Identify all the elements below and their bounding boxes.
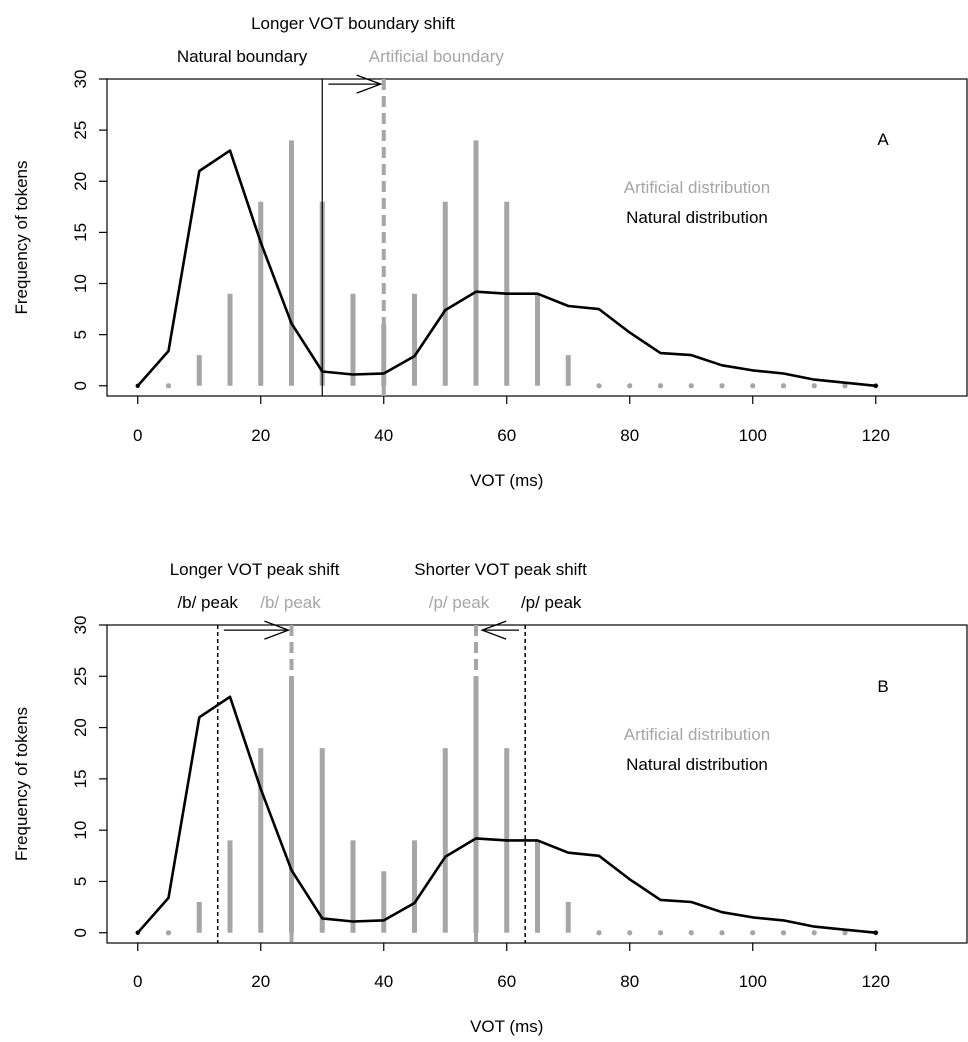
natural-endpoint [135, 930, 140, 935]
y-tick-label: 30 [71, 616, 90, 635]
artificial-boundary-label: Artificial boundary [369, 47, 505, 66]
y-tick-label: 15 [71, 223, 90, 242]
y-tick-label: 20 [71, 718, 90, 737]
y-tick-label: 25 [71, 121, 90, 140]
y-tick-label: 0 [71, 381, 90, 390]
x-tick-label: 0 [133, 426, 142, 445]
x-tick-label: 120 [862, 972, 890, 991]
b-peak-natural-label: /b/ peak [177, 593, 238, 612]
x-tick-label: 100 [739, 972, 767, 991]
artificial-zero-dot [627, 383, 633, 389]
artificial-zero-dot [657, 930, 664, 936]
shift-title: Longer VOT boundary shift [251, 14, 455, 33]
artificial-zero-dot [780, 383, 787, 389]
artificial-zero-dot [688, 930, 694, 936]
x-tick-label: 60 [497, 972, 516, 991]
natural-boundary-label: Natural boundary [177, 47, 308, 66]
x-tick-label: 20 [251, 972, 270, 991]
p-peak-natural-label: /p/ peak [521, 593, 582, 612]
artificial-zero-dot [719, 383, 725, 389]
x-tick-label: 20 [251, 426, 270, 445]
plot-frame [106, 624, 968, 944]
y-tick-label: 20 [71, 172, 90, 191]
shift-title: Shorter VOT peak shift [414, 560, 587, 579]
x-tick-label: 60 [497, 426, 516, 445]
y-tick-label: 5 [71, 330, 90, 339]
panel-b-chart: 0 5 10 15 20 25 30 0 20 40 60 80 100 120 VOT (ms) Frequ… [12, 560, 968, 1036]
artificial-zero-dot [811, 930, 817, 936]
artificial-zero-dot [780, 930, 787, 936]
artificial-zero-dot [811, 383, 817, 389]
x-tick-label: 40 [374, 426, 393, 445]
x-tick-label: 80 [620, 972, 639, 991]
y-tick-label: 30 [71, 70, 90, 89]
x-tick-label: 80 [620, 426, 639, 445]
natural-endpoint [873, 930, 878, 935]
artificial-zero-dot [165, 383, 172, 389]
legend-artificial: Artificial distribution [624, 178, 770, 197]
shift-arrow-head [356, 74, 383, 94]
artificial-zero-dot [750, 930, 756, 936]
y-tick-label: 10 [71, 274, 90, 293]
y-tick-label: 0 [71, 928, 90, 937]
natural-endpoint [135, 383, 140, 388]
artificial-zero-dot [842, 383, 848, 389]
x-axis-label: VOT (ms) [470, 471, 543, 490]
x-tick-label: 100 [739, 426, 767, 445]
shift-arrow-head [264, 620, 291, 640]
x-axis-label: VOT (ms) [470, 1017, 543, 1036]
natural-distribution-line [136, 149, 876, 388]
y-axis-label: Frequency of tokens [12, 160, 31, 314]
y-tick-label: 10 [71, 821, 90, 840]
y-axis-label: Frequency of tokens [12, 707, 31, 861]
y-tick-label: 5 [71, 877, 90, 886]
artificial-zero-dot [657, 383, 664, 389]
artificial-zero-dot [627, 930, 633, 936]
artificial-zero-dot [719, 930, 725, 936]
artificial-zero-dot [750, 383, 756, 389]
panel-a-chart: 0 5 10 15 20 25 30 0 20 40 60 80 100 120 VOT (ms) Frequ… [12, 14, 968, 490]
plot-frame [106, 78, 968, 397]
artificial-zero-dot [688, 383, 694, 389]
x-tick-label: 40 [374, 972, 393, 991]
y-tick-label: 25 [71, 667, 90, 686]
x-tick-label: 120 [862, 426, 890, 445]
x-tick-label: 0 [133, 972, 142, 991]
legend-natural: Natural distribution [626, 208, 768, 227]
legend-natural: Natural distribution [626, 755, 768, 774]
b-peak-artificial-label: /b/ peak [260, 593, 321, 612]
shift-arrow-head [480, 620, 507, 640]
y-tick-label: 15 [71, 769, 90, 788]
artificial-zero-dot [842, 930, 848, 936]
legend-artificial: Artificial distribution [624, 725, 770, 744]
panel-label: B [877, 677, 888, 696]
artificial-zero-dot [596, 930, 602, 936]
natural-endpoint [873, 383, 878, 388]
p-peak-artificial-label: /p/ peak [429, 593, 490, 612]
natural-distribution-line [136, 695, 876, 934]
artificial-zero-dot [596, 383, 602, 389]
shift-title: Longer VOT peak shift [170, 560, 340, 579]
artificial-zero-dot [165, 930, 172, 936]
panel-label: A [877, 130, 889, 149]
